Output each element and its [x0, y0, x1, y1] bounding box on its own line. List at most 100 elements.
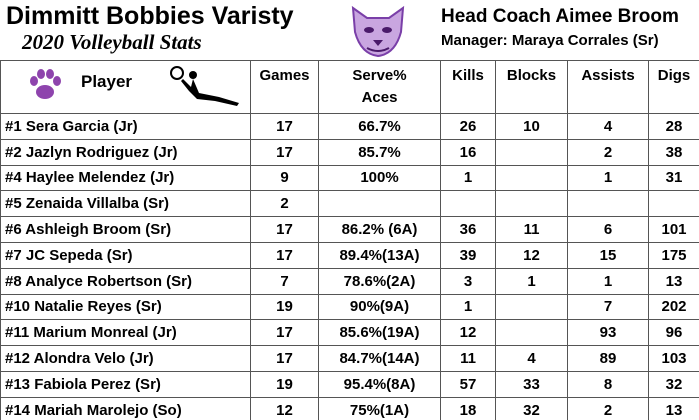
player-silhouette: [170, 66, 239, 106]
column-header: Serve% Aces: [318, 60, 441, 114]
table-cell: 15: [567, 241, 649, 269]
table-cell: 7: [567, 293, 649, 321]
table-cell: 32: [648, 370, 699, 398]
table-row: #1 Sera Garcia (Jr) 17 66.7% 26 10 4 28: [0, 113, 699, 140]
table-cell: 8: [567, 370, 649, 398]
table-cell: 6: [567, 216, 649, 243]
table-cell: [495, 293, 568, 321]
column-header-label: Digs: [657, 67, 691, 84]
column-header-label: Aces: [361, 89, 398, 106]
table-cell: 38: [648, 138, 699, 166]
table-cell: 78.6%(2A): [318, 267, 441, 295]
table-cell: 89: [567, 345, 649, 372]
table-cell: 28: [648, 113, 699, 140]
table-cell: 86.2% (6A): [318, 216, 441, 243]
table-cell: [440, 190, 496, 218]
table-row: #4 Haylee Melendez (Jr) 9 100% 1 1 31: [0, 164, 699, 192]
table-cell: #14 Mariah Marolejo (So): [0, 396, 251, 420]
table-cell: 1: [495, 267, 568, 295]
column-header-label: Player: [81, 72, 133, 91]
table-cell: 17: [250, 113, 319, 140]
table-cell: 1: [440, 164, 496, 192]
table-cell: 39: [440, 241, 496, 269]
table-cell: 10: [495, 113, 568, 140]
table-cell: 17: [250, 319, 319, 347]
table-cell: 75%(1A): [318, 396, 441, 420]
table-row: #14 Mariah Marolejo (So) 12 75%(1A) 18 32 2 13: [0, 396, 699, 420]
table-cell: 202: [648, 293, 699, 321]
title: Dimmitt Bobbies Varisty: [6, 2, 294, 30]
table-cell: 26: [440, 113, 496, 140]
table-cell: #8 Analyce Robertson (Sr): [0, 267, 251, 295]
table-row: #8 Analyce Robertson (Sr) 7 78.6%(2A) 3 1 1 13: [0, 267, 699, 295]
table-cell: 17: [250, 216, 319, 243]
column-header: Blocks: [495, 60, 568, 114]
table-cell: 84.7%(14A): [318, 345, 441, 372]
table-row: #13 Fabiola Perez (Sr) 19 95.4%(8A) 57 33 8 32: [0, 370, 699, 398]
table-cell: 17: [250, 241, 319, 269]
table-cell: 95.4%(8A): [318, 370, 441, 398]
table-cell: 66.7%: [318, 113, 441, 140]
table-cell: 101: [648, 216, 699, 243]
table-cell: 3: [440, 267, 496, 295]
table-row: #2 Jazlyn Rodriguez (Jr) 17 85.7% 16 2 38: [0, 138, 699, 166]
table-cell: 1: [567, 164, 649, 192]
table-cell: 36: [440, 216, 496, 243]
table-cell: [318, 190, 441, 218]
table-row: #5 Zenaida Villalba (Sr) 2: [0, 190, 699, 218]
table-row: #6 Ashleigh Broom (Sr) 17 86.2% (6A) 36 11 6 1…: [0, 216, 699, 243]
table-cell: [495, 164, 568, 192]
table-cell: #11 Marium Monreal (Jr): [0, 319, 251, 347]
table-cell: 18: [440, 396, 496, 420]
column-header-label: Assists: [581, 67, 635, 84]
table-cell: 103: [648, 345, 699, 372]
table-cell: 19: [250, 370, 319, 398]
table-cell: 85.7%: [318, 138, 441, 166]
table-cell: 100%: [318, 164, 441, 192]
wildcat-logo: [351, 5, 405, 58]
table-cell: 1: [440, 293, 496, 321]
table-cell: 96: [648, 319, 699, 347]
table-cell: 12: [495, 241, 568, 269]
table-cell: 2: [250, 190, 319, 218]
coach: Head Coach Aimee Broom: [441, 6, 679, 27]
table-cell: 93: [567, 319, 649, 347]
table-cell: 11: [440, 345, 496, 372]
table-cell: 32: [495, 396, 568, 420]
table-cell: 175: [648, 241, 699, 269]
table-cell: 4: [495, 345, 568, 372]
table-cell: 7: [250, 267, 319, 295]
table-cell: [648, 190, 699, 218]
table-cell: 17: [250, 138, 319, 166]
table-cell: [495, 319, 568, 347]
column-header: Digs: [648, 60, 699, 114]
table-cell: 90%(9A): [318, 293, 441, 321]
column-header: Assists: [567, 60, 649, 114]
table-row: #7 JC Sepeda (Sr) 17 89.4%(13A) 39 12 15 175: [0, 241, 699, 269]
table-cell: #10 Natalie Reyes (Sr): [0, 293, 251, 321]
table-row: #11 Marium Monreal (Jr) 17 85.6%(19A) 12 93 9…: [0, 319, 699, 347]
table-cell: 13: [648, 267, 699, 295]
table-cell: 9: [250, 164, 319, 192]
column-header: Player: [0, 60, 251, 114]
column-header-label: Games: [259, 67, 310, 84]
table-cell: [495, 138, 568, 166]
table-cell: #1 Sera Garcia (Jr): [0, 113, 251, 140]
table-cell: 19: [250, 293, 319, 321]
subtitle: 2020 Volleyball Stats: [22, 30, 202, 54]
table-cell: 2: [567, 396, 649, 420]
table-cell: 33: [495, 370, 568, 398]
stats-table: Player Games Serve% Aces Kills Blocks Assists D…: [0, 60, 699, 420]
column-header-label: Kills: [452, 67, 484, 84]
table-cell: 16: [440, 138, 496, 166]
table-cell: 12: [250, 396, 319, 420]
table-cell: 57: [440, 370, 496, 398]
column-header: Games: [250, 60, 319, 114]
table-cell: #13 Fabiola Perez (Sr): [0, 370, 251, 398]
manager: Manager: Maraya Corrales (Sr): [441, 32, 659, 49]
table-cell: 2: [567, 138, 649, 166]
table-cell: #7 JC Sepeda (Sr): [0, 241, 251, 269]
table-cell: #5 Zenaida Villalba (Sr): [0, 190, 251, 218]
table-cell: 11: [495, 216, 568, 243]
